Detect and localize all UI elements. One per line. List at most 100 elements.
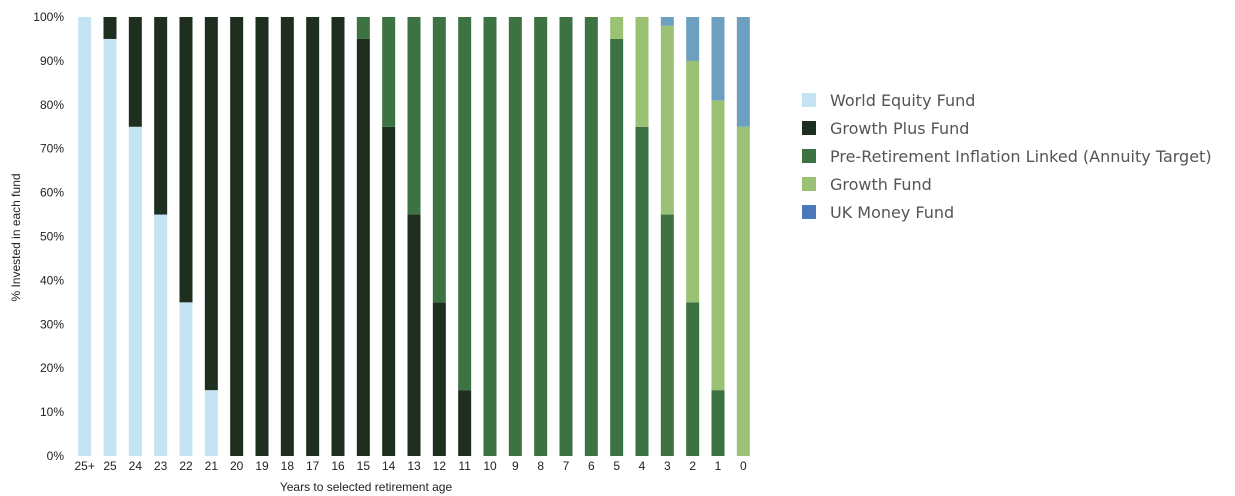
legend-item-uk-money: UK Money Fund [802, 198, 1212, 226]
y-tick-label: 100% [33, 10, 64, 24]
x-axis: 25+ 25 24 23 22 21 20 19 18 17 16 15 14 13 12 11 10 9 8 7 6 5… [74, 459, 746, 473]
bar-segment [432, 302, 446, 456]
y-tick-label: 60% [40, 186, 64, 200]
y-tick-label: 40% [40, 273, 64, 287]
bar-segment [458, 390, 472, 456]
bar-segment [306, 17, 320, 456]
legend-label: Growth Plus Fund [830, 118, 970, 138]
x-tick-label: 21 [205, 459, 219, 473]
bar-segment [736, 17, 750, 127]
bar-segment [128, 126, 142, 456]
bar-segment [660, 25, 674, 215]
legend-swatch [802, 205, 816, 219]
legend-swatch [802, 93, 816, 107]
bar-segment [280, 17, 294, 456]
bar-segment [407, 17, 421, 215]
bar-segment [711, 100, 725, 391]
x-tick-label: 15 [357, 459, 371, 473]
legend-swatch [802, 177, 816, 191]
bar-segment [711, 17, 725, 101]
bar-segment [660, 17, 674, 26]
x-tick-label: 6 [588, 459, 595, 473]
x-tick-label: 3 [664, 459, 671, 473]
x-tick-label: 14 [382, 459, 396, 473]
x-tick-label: 10 [483, 459, 497, 473]
legend-label: World Equity Fund [830, 90, 976, 110]
x-tick-label: 25 [103, 459, 117, 473]
bar-segment [483, 17, 497, 456]
y-tick-label: 90% [40, 54, 64, 68]
y-tick-label: 20% [40, 361, 64, 375]
bar-segment [635, 17, 649, 127]
legend-label: UK Money Fund [830, 202, 955, 222]
bar-segment [736, 126, 750, 456]
x-tick-label: 1 [715, 459, 722, 473]
x-tick-label: 5 [613, 459, 620, 473]
bar-segment [255, 17, 269, 456]
y-tick-label: 0% [47, 449, 65, 463]
bar-segment [382, 17, 396, 127]
bar-segment [635, 126, 649, 456]
bar-segment [584, 17, 598, 456]
bar-segment [432, 17, 446, 303]
bar-segment [204, 17, 218, 391]
x-tick-label: 16 [331, 459, 345, 473]
x-tick-label: 17 [306, 459, 320, 473]
legend-label: Pre-Retirement Inflation Linked (Annuity… [830, 146, 1212, 166]
x-tick-label: 24 [129, 459, 143, 473]
legend-item-growth-fund: Growth Fund [802, 170, 1212, 198]
bar-segment [154, 214, 168, 456]
bar-segment [204, 390, 218, 456]
bar-segment [610, 17, 624, 39]
bar-segment [660, 214, 674, 456]
y-tick-label: 30% [40, 317, 64, 331]
legend-item-pre-retirement: Pre-Retirement Inflation Linked (Annuity… [802, 142, 1212, 170]
bar-segment [103, 38, 117, 456]
x-tick-label: 2 [689, 459, 696, 473]
bar-segment [686, 17, 700, 61]
bar-segment [331, 17, 345, 456]
bar-segment [559, 17, 573, 456]
bar-segment [154, 17, 168, 215]
x-tick-label: 12 [433, 459, 447, 473]
legend-swatch [802, 149, 816, 163]
stacked-bar-chart: 0%10%20%30%40%50%60%70%80%90%100% 25+ 25 2… [9, 10, 750, 494]
x-tick-label: 0 [740, 459, 747, 473]
legend: World Equity Fund Growth Plus Fund Pre-R… [802, 86, 1212, 226]
bar-segment [610, 38, 624, 456]
bar-segment [356, 38, 370, 456]
x-tick-label: 22 [179, 459, 193, 473]
x-tick-label: 25+ [74, 459, 94, 473]
bar-segment [78, 17, 92, 456]
bar-segment [382, 126, 396, 456]
bar-segment [128, 17, 142, 127]
y-tick-label: 50% [40, 230, 64, 244]
y-tick-label: 70% [40, 142, 64, 156]
bar-segment [407, 214, 421, 456]
legend-item-growth-plus: Growth Plus Fund [802, 114, 1212, 142]
bar-segment [508, 17, 522, 456]
bar-segment [686, 302, 700, 456]
bar-segment [179, 302, 193, 456]
bar-segment [534, 17, 548, 456]
x-tick-label: 18 [281, 459, 295, 473]
x-tick-label: 8 [537, 459, 544, 473]
x-tick-label: 11 [458, 459, 471, 473]
legend-item-world-equity: World Equity Fund [802, 86, 1212, 114]
legend-swatch [802, 121, 816, 135]
bar-segment [458, 17, 472, 391]
bar-segment [179, 17, 193, 303]
x-tick-label: 23 [154, 459, 168, 473]
legend-label: Growth Fund [830, 174, 932, 194]
bar-segment [356, 17, 370, 39]
x-tick-label: 13 [407, 459, 421, 473]
bar-segment [230, 17, 244, 456]
y-axis-title: % Invested in each fund [9, 173, 23, 301]
x-tick-label: 4 [639, 459, 646, 473]
bar-segment [711, 390, 725, 456]
y-axis: 0% 10% 20% 30% 40% 50% 60% 70% 80% 90% 100% [33, 10, 64, 463]
y-tick-label: 10% [40, 405, 64, 419]
bar-segment [103, 17, 117, 39]
x-tick-label: 9 [512, 459, 519, 473]
